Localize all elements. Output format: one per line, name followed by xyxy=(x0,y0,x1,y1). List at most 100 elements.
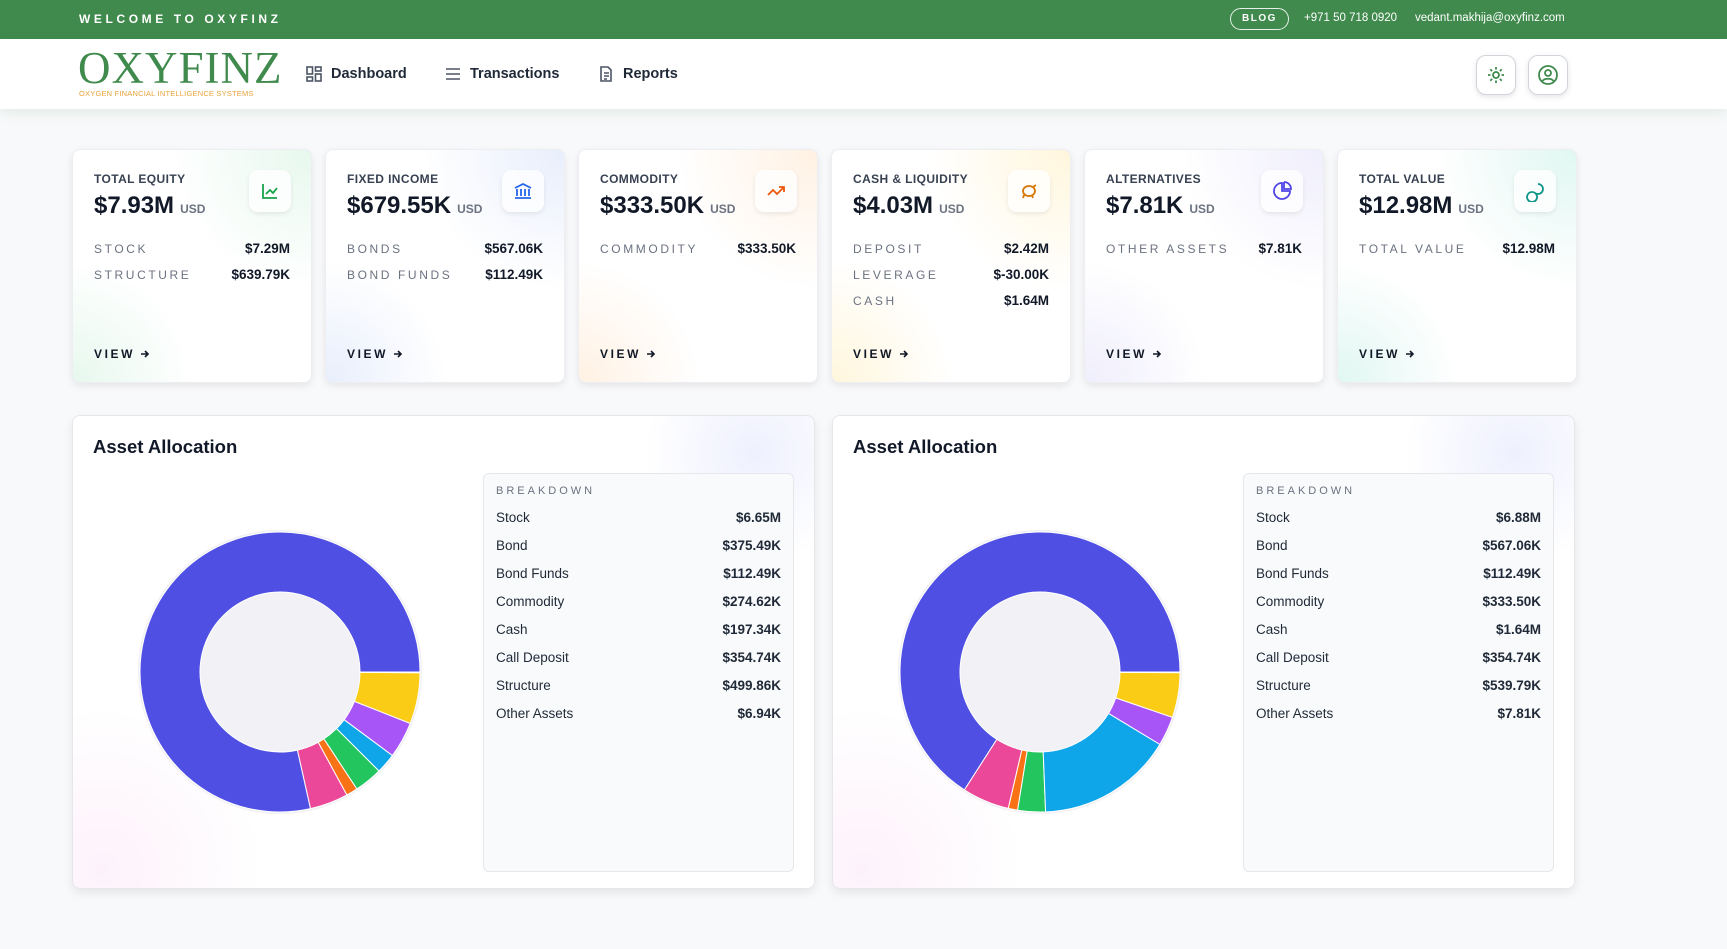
profile-button[interactable] xyxy=(1528,55,1568,95)
row-label: CASH xyxy=(853,294,897,308)
breakdown-label: Call Deposit xyxy=(496,650,569,665)
summary-card: FIXED INCOME $679.55K USD BONDS $567.06K BOND… xyxy=(325,149,565,383)
row-value: $12.98M xyxy=(1502,241,1555,256)
nav-label: Reports xyxy=(623,66,678,82)
row-value: $112.49K xyxy=(485,267,543,282)
row-label: OTHER ASSETS xyxy=(1106,242,1230,256)
card-amount: $333.50K USD xyxy=(600,192,735,220)
nav-item[interactable]: Transactions xyxy=(444,63,559,85)
card-amount: $12.98M USD xyxy=(1359,192,1484,220)
icon xyxy=(767,186,785,196)
breakdown-label: Structure xyxy=(1256,678,1311,693)
summary-card: TOTAL VALUE $12.98M USD TOTAL VALUE $12.98M V… xyxy=(1337,149,1577,383)
breakdown-label: Commodity xyxy=(496,594,565,609)
logo[interactable]: OXYFINZ xyxy=(78,43,283,93)
arrow xyxy=(1406,350,1415,358)
summary-card: ALTERNATIVES $7.81K USD OTHER ASSETS $7.81K V… xyxy=(1084,149,1324,383)
breakdown-label: Stock xyxy=(1256,510,1290,525)
card-icon xyxy=(502,170,544,212)
arrow xyxy=(1153,350,1162,358)
currency: USD xyxy=(457,202,483,216)
view-link[interactable]: VIEW xyxy=(853,347,909,361)
view-link[interactable]: VIEW xyxy=(94,347,150,361)
phone: +971 50 718 0920 xyxy=(1304,12,1398,24)
breakdown-label: Bond xyxy=(496,538,528,553)
nav-item[interactable]: Reports xyxy=(597,63,678,85)
currency: USD xyxy=(180,202,206,216)
row-value: $-30.00K xyxy=(993,267,1049,282)
icon-path xyxy=(1273,181,1292,200)
view-link[interactable]: VIEW xyxy=(347,347,403,361)
breakdown-value: $354.74K xyxy=(722,650,781,665)
view-link[interactable]: VIEW xyxy=(1359,347,1415,361)
breakdown-title: BREAKDOWN xyxy=(496,485,596,497)
nav-label: Transactions xyxy=(470,66,560,82)
card-title: FIXED INCOME xyxy=(347,172,439,186)
row-label: TOTAL VALUE xyxy=(1359,242,1467,256)
arrow-icon xyxy=(1406,350,1415,358)
card-amount: $679.55K USD xyxy=(347,192,482,220)
breakdown-value: $499.86K xyxy=(722,678,781,693)
arrow-icon xyxy=(141,350,150,358)
amount-value: $7.93M xyxy=(94,192,175,219)
arrow-icon xyxy=(1153,350,1162,358)
donut-chart xyxy=(138,530,422,814)
top-bar: WELCOME TO OXYFINZ BLOG +971 50 718 0920… xyxy=(0,0,1727,39)
icon-path xyxy=(1022,184,1037,199)
card-icon xyxy=(1514,170,1556,212)
nav-item[interactable]: Dashboard xyxy=(305,63,407,85)
icon-path xyxy=(1526,183,1544,202)
breakdown: BREAKDOWN Stock $6.88M Bond $567.06K Bond Fun… xyxy=(1243,473,1554,872)
amount-value: $7.81K xyxy=(1106,192,1184,219)
card-icon xyxy=(1261,170,1303,212)
arrow-icon xyxy=(647,350,656,358)
arrow xyxy=(900,350,909,358)
allocation-panel: Asset Allocation BREAKDOWN Stock $6.88M Bond… xyxy=(832,415,1575,889)
row-label: LEVERAGE xyxy=(853,268,939,282)
icon xyxy=(1022,184,1037,199)
view-link[interactable]: VIEW xyxy=(1106,347,1162,361)
view-text: VIEW xyxy=(600,347,642,361)
view-link[interactable]: VIEW xyxy=(600,347,656,361)
breakdown-label: Cash xyxy=(496,622,528,637)
view-text: VIEW xyxy=(1106,347,1148,361)
breakdown-label: Other Assets xyxy=(496,706,574,721)
nav-bar: OXYFINZ OXYGEN FINANCIAL INTELLIGENCE SY… xyxy=(0,39,1727,109)
panel-title: Asset Allocation xyxy=(853,436,998,457)
card-title: TOTAL VALUE xyxy=(1359,172,1446,186)
row-label: BOND FUNDS xyxy=(347,268,453,282)
welcome-text: WELCOME TO OXYFINZ xyxy=(79,12,282,26)
row-value: $1.64M xyxy=(1003,293,1049,308)
settings-button[interactable] xyxy=(1476,55,1516,95)
breakdown-value: $375.49K xyxy=(722,538,781,553)
email: vedant.makhija@oxyfinz.com xyxy=(1415,12,1565,24)
view-text: VIEW xyxy=(347,347,389,361)
arrow-icon xyxy=(900,350,909,358)
breakdown-label: Commodity xyxy=(1256,594,1325,609)
breakdown-value: $1.64M xyxy=(1495,622,1541,637)
allocation-panel: Asset Allocation BREAKDOWN Stock $6.65M Bond… xyxy=(72,415,815,889)
row-label: BONDS xyxy=(347,242,403,256)
donut-slice xyxy=(139,531,421,813)
breakdown-title: BREAKDOWN xyxy=(1256,485,1356,497)
amount-value: $4.03M xyxy=(853,192,934,219)
icon-path xyxy=(767,186,785,196)
donut-slice xyxy=(359,671,421,674)
icon xyxy=(262,184,278,199)
currency: USD xyxy=(710,202,736,216)
summary-card: COMMODITY $333.50K USD COMMODITY $333.50K VIE… xyxy=(578,149,818,383)
blog-link[interactable]: BLOG xyxy=(1230,8,1289,30)
arrow xyxy=(394,350,403,358)
breakdown-value: $6.88M xyxy=(1495,510,1541,525)
breakdown-value: $333.50K xyxy=(1482,594,1541,609)
arrow xyxy=(647,350,656,358)
donut-chart xyxy=(898,530,1182,814)
row-label: COMMODITY xyxy=(600,242,699,256)
row-label: DEPOSIT xyxy=(853,242,924,256)
breakdown-label: Call Deposit xyxy=(1256,650,1329,665)
icon xyxy=(1273,181,1292,200)
breakdown-value: $354.74K xyxy=(1482,650,1541,665)
list-icon xyxy=(446,68,460,80)
row-value: $7.81K xyxy=(1258,241,1302,256)
